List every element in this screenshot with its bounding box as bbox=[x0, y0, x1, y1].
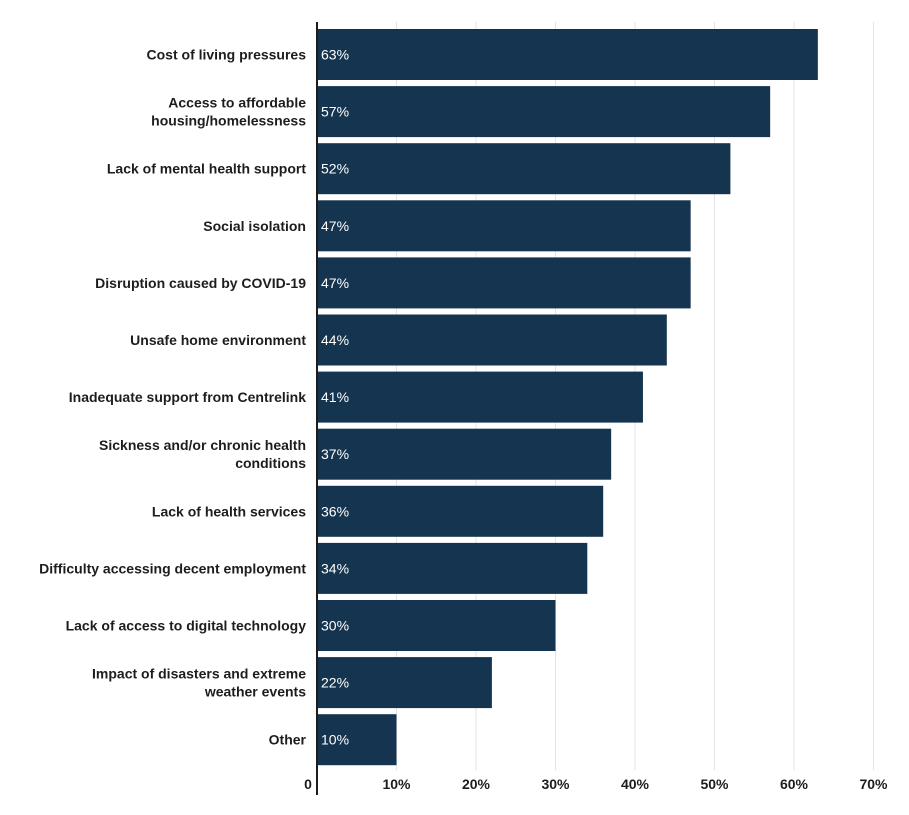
bar bbox=[317, 485, 604, 537]
bar bbox=[317, 29, 818, 80]
bar-value-label: 63% bbox=[321, 47, 349, 63]
bar bbox=[317, 257, 691, 309]
category-label: Sickness and/or chronic health bbox=[99, 437, 306, 453]
x-tick-label: 60% bbox=[780, 776, 809, 792]
x-tick-label: 70% bbox=[859, 776, 888, 792]
x-tick-label: 10% bbox=[382, 776, 411, 792]
x-tick-label: 40% bbox=[621, 776, 650, 792]
bar-value-label: 30% bbox=[321, 618, 349, 634]
bar-value-label: 44% bbox=[321, 332, 349, 348]
x-tick-label: 0 bbox=[304, 776, 312, 792]
bar-value-label: 22% bbox=[321, 675, 349, 691]
bar-value-label: 10% bbox=[321, 732, 349, 748]
bar bbox=[317, 371, 643, 423]
category-label: Lack of mental health support bbox=[107, 161, 306, 177]
category-label: weather events bbox=[204, 684, 306, 700]
bar bbox=[317, 657, 492, 709]
bar-value-label: 52% bbox=[321, 161, 349, 177]
bar bbox=[317, 200, 691, 252]
category-label: Disruption caused by COVID-19 bbox=[95, 275, 306, 291]
bar bbox=[317, 314, 667, 366]
axes: 0 10% 20% 30% 40% 50% 60% 70% bbox=[304, 22, 888, 795]
bar-value-label: 47% bbox=[321, 275, 349, 291]
bar bbox=[317, 143, 731, 195]
category-label: Unsafe home environment bbox=[130, 332, 306, 348]
bar bbox=[317, 542, 588, 594]
x-tick-label: 20% bbox=[462, 776, 491, 792]
category-label: Social isolation bbox=[203, 218, 306, 234]
bar-value-label: 57% bbox=[321, 104, 349, 120]
bar-value-label: 37% bbox=[321, 446, 349, 462]
category-label: housing/homelessness bbox=[151, 113, 306, 129]
bar bbox=[317, 86, 771, 138]
category-label: Lack of access to digital technology bbox=[66, 618, 307, 634]
bar-value-label: 34% bbox=[321, 560, 349, 576]
bar bbox=[317, 714, 397, 766]
category-label: conditions bbox=[235, 455, 306, 471]
bar bbox=[317, 428, 612, 480]
category-label: Access to affordable bbox=[168, 95, 306, 111]
bar-value-label: 36% bbox=[321, 503, 349, 519]
bars bbox=[317, 29, 818, 766]
category-label: Inadequate support from Centrelink bbox=[69, 389, 306, 405]
category-label: Difficulty accessing decent employment bbox=[39, 560, 306, 576]
bar-value-label: 47% bbox=[321, 218, 349, 234]
x-tick-label: 50% bbox=[700, 776, 729, 792]
labels: 63% Cost of living pressures 57% Access to … bbox=[39, 47, 349, 748]
category-label: Lack of health services bbox=[152, 503, 306, 519]
x-tick-label: 30% bbox=[541, 776, 570, 792]
bar bbox=[317, 600, 556, 651]
category-label: Impact of disasters and extreme bbox=[92, 666, 306, 682]
bar-value-label: 41% bbox=[321, 389, 349, 405]
category-label: Cost of living pressures bbox=[147, 47, 307, 63]
category-label: Other bbox=[269, 732, 307, 748]
